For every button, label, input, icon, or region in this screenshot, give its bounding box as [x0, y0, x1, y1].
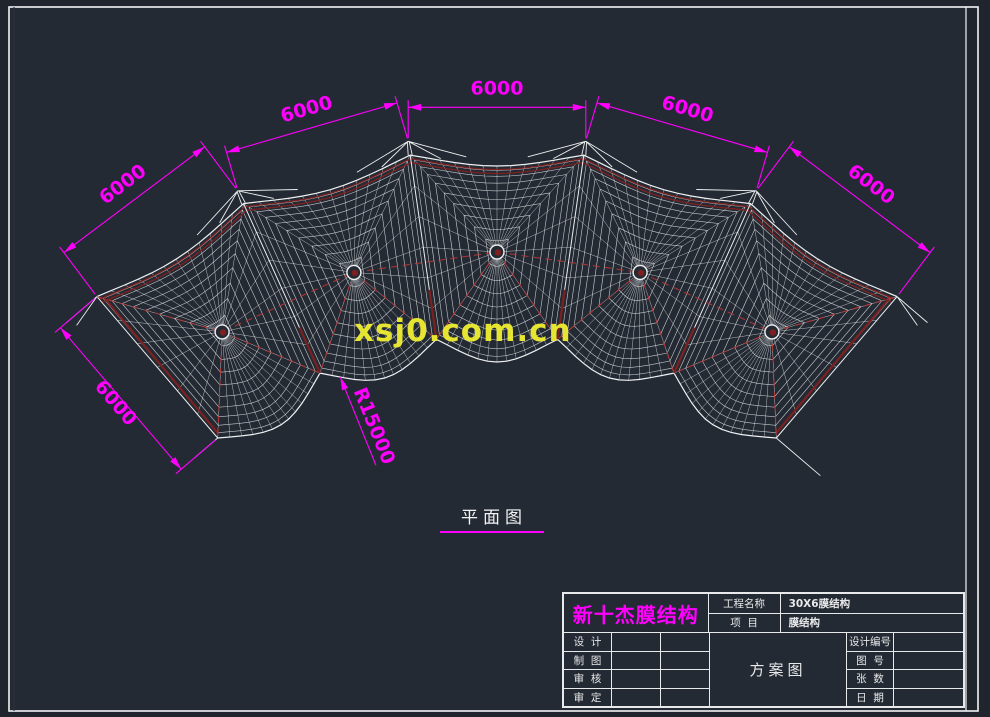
view-title-underline	[440, 531, 544, 533]
edge-cables	[98, 157, 896, 303]
empty-cell	[612, 688, 661, 706]
role-label-draft: 制 图	[564, 651, 612, 670]
field-label-design-no: 设计编号	[847, 633, 894, 652]
empty-cell	[661, 688, 710, 706]
empty-cell	[894, 652, 963, 670]
empty-cell	[661, 670, 710, 689]
membrane-outline	[96, 154, 898, 439]
title-block: 新十杰膜结构 工程名称 30X6膜结构 项 目 膜结构 设 计 制 图 审 核 …	[562, 592, 965, 708]
field-label-date: 日 期	[847, 688, 894, 706]
project-name-label: 工程名称	[708, 594, 781, 614]
item-label: 项 目	[708, 613, 781, 633]
item-value: 膜结构	[780, 614, 963, 633]
empty-cell	[612, 651, 661, 670]
empty-cell	[612, 670, 661, 689]
role-label-design: 设 计	[564, 633, 612, 652]
empty-cell	[661, 633, 710, 652]
drawing-type-label: 方案图	[710, 633, 847, 706]
empty-cell	[612, 633, 661, 652]
role-label-approve: 审 定	[564, 688, 612, 706]
empty-cell	[894, 633, 963, 652]
field-label-sheets: 张 数	[847, 670, 894, 689]
field-label-drawing-no: 图 号	[847, 651, 894, 670]
svg-text:6000: 6000	[471, 77, 524, 99]
empty-cell	[894, 670, 963, 689]
masts	[196, 140, 798, 236]
project-name-value: 30X6膜结构	[780, 594, 963, 614]
sheet-frame	[8, 6, 979, 712]
cone-apex-rings	[214, 244, 780, 340]
valley-lines	[96, 155, 898, 439]
company-name: 新十杰膜结构	[564, 594, 709, 633]
empty-cell	[894, 689, 963, 707]
role-label-check: 审 核	[564, 670, 612, 689]
empty-cell	[661, 651, 710, 670]
view-title-label: 平面图	[461, 508, 527, 528]
watermark-text: xsj0.com.cn	[354, 313, 572, 349]
